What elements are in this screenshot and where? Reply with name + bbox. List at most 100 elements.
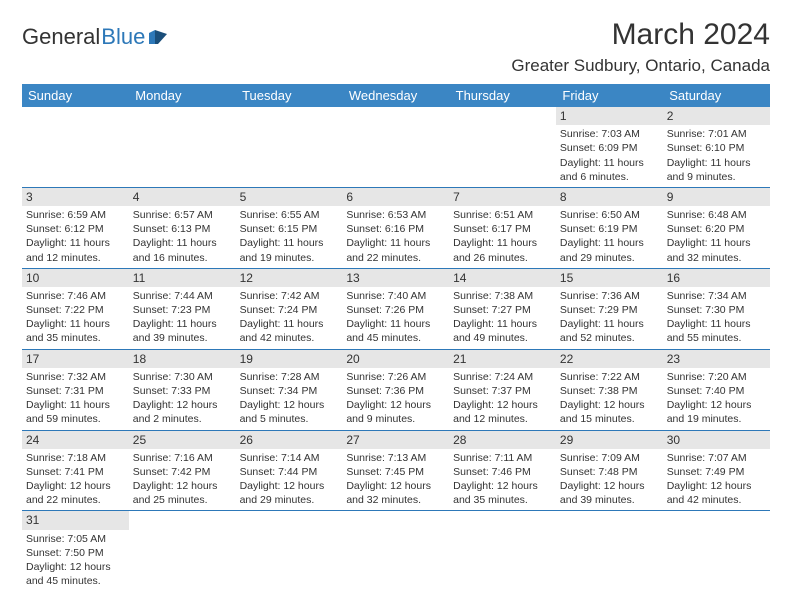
calendar-day-cell: 24Sunrise: 7:18 AMSunset: 7:41 PMDayligh…: [22, 430, 129, 511]
daylight-text: Daylight: 11 hours and 9 minutes.: [667, 156, 766, 184]
weekday-header: Monday: [129, 84, 236, 107]
daylight-text: Daylight: 11 hours and 39 minutes.: [133, 317, 232, 345]
day-number: 10: [22, 269, 129, 287]
sunrise-text: Sunrise: 7:38 AM: [453, 289, 552, 303]
sunrise-text: Sunrise: 7:22 AM: [560, 370, 659, 384]
weekday-header: Wednesday: [342, 84, 449, 107]
day-details: Sunrise: 7:40 AMSunset: 7:26 PMDaylight:…: [346, 289, 445, 346]
sunset-text: Sunset: 7:44 PM: [240, 465, 339, 479]
day-number: 4: [129, 188, 236, 206]
day-details: Sunrise: 7:09 AMSunset: 7:48 PMDaylight:…: [560, 451, 659, 508]
calendar-week-row: 17Sunrise: 7:32 AMSunset: 7:31 PMDayligh…: [22, 349, 770, 430]
calendar-day-cell: 22Sunrise: 7:22 AMSunset: 7:38 PMDayligh…: [556, 349, 663, 430]
daylight-text: Daylight: 11 hours and 12 minutes.: [26, 236, 125, 264]
day-number: 9: [663, 188, 770, 206]
calendar-day-cell: [556, 511, 663, 591]
day-number: 6: [342, 188, 449, 206]
calendar-day-cell: 9Sunrise: 6:48 AMSunset: 6:20 PMDaylight…: [663, 187, 770, 268]
sunrise-text: Sunrise: 6:50 AM: [560, 208, 659, 222]
weekday-header: Sunday: [22, 84, 129, 107]
daylight-text: Daylight: 11 hours and 32 minutes.: [667, 236, 766, 264]
sunrise-text: Sunrise: 7:01 AM: [667, 127, 766, 141]
day-details: Sunrise: 7:16 AMSunset: 7:42 PMDaylight:…: [133, 451, 232, 508]
logo: GeneralBlue: [22, 24, 167, 50]
daylight-text: Daylight: 11 hours and 22 minutes.: [346, 236, 445, 264]
daylight-text: Daylight: 12 hours and 39 minutes.: [560, 479, 659, 507]
calendar-day-cell: 16Sunrise: 7:34 AMSunset: 7:30 PMDayligh…: [663, 268, 770, 349]
calendar-day-cell: 5Sunrise: 6:55 AMSunset: 6:15 PMDaylight…: [236, 187, 343, 268]
sunrise-text: Sunrise: 7:11 AM: [453, 451, 552, 465]
day-number: 1: [556, 107, 663, 125]
weekday-header: Saturday: [663, 84, 770, 107]
day-number: 29: [556, 431, 663, 449]
sunrise-text: Sunrise: 7:03 AM: [560, 127, 659, 141]
sunrise-text: Sunrise: 7:28 AM: [240, 370, 339, 384]
calendar-day-cell: 28Sunrise: 7:11 AMSunset: 7:46 PMDayligh…: [449, 430, 556, 511]
calendar-table: SundayMondayTuesdayWednesdayThursdayFrid…: [22, 84, 770, 591]
day-number: 8: [556, 188, 663, 206]
sunrise-text: Sunrise: 6:48 AM: [667, 208, 766, 222]
sunrise-text: Sunrise: 7:36 AM: [560, 289, 659, 303]
sunrise-text: Sunrise: 7:05 AM: [26, 532, 125, 546]
calendar-day-cell: 11Sunrise: 7:44 AMSunset: 7:23 PMDayligh…: [129, 268, 236, 349]
daylight-text: Daylight: 12 hours and 12 minutes.: [453, 398, 552, 426]
daylight-text: Daylight: 12 hours and 5 minutes.: [240, 398, 339, 426]
calendar-day-cell: 23Sunrise: 7:20 AMSunset: 7:40 PMDayligh…: [663, 349, 770, 430]
day-details: Sunrise: 7:28 AMSunset: 7:34 PMDaylight:…: [240, 370, 339, 427]
calendar-day-cell: 30Sunrise: 7:07 AMSunset: 7:49 PMDayligh…: [663, 430, 770, 511]
logo-flag-icon: [149, 24, 167, 38]
sunset-text: Sunset: 7:23 PM: [133, 303, 232, 317]
day-number: 14: [449, 269, 556, 287]
daylight-text: Daylight: 12 hours and 22 minutes.: [26, 479, 125, 507]
calendar-day-cell: 7Sunrise: 6:51 AMSunset: 6:17 PMDaylight…: [449, 187, 556, 268]
day-number: 22: [556, 350, 663, 368]
daylight-text: Daylight: 11 hours and 49 minutes.: [453, 317, 552, 345]
calendar-day-cell: [342, 107, 449, 187]
calendar-day-cell: 27Sunrise: 7:13 AMSunset: 7:45 PMDayligh…: [342, 430, 449, 511]
daylight-text: Daylight: 11 hours and 19 minutes.: [240, 236, 339, 264]
sunset-text: Sunset: 7:42 PM: [133, 465, 232, 479]
calendar-day-cell: 10Sunrise: 7:46 AMSunset: 7:22 PMDayligh…: [22, 268, 129, 349]
weekday-header: Tuesday: [236, 84, 343, 107]
day-details: Sunrise: 6:53 AMSunset: 6:16 PMDaylight:…: [346, 208, 445, 265]
day-number: 21: [449, 350, 556, 368]
daylight-text: Daylight: 12 hours and 25 minutes.: [133, 479, 232, 507]
sunrise-text: Sunrise: 7:20 AM: [667, 370, 766, 384]
sunrise-text: Sunrise: 6:53 AM: [346, 208, 445, 222]
calendar-day-cell: 26Sunrise: 7:14 AMSunset: 7:44 PMDayligh…: [236, 430, 343, 511]
calendar-day-cell: 3Sunrise: 6:59 AMSunset: 6:12 PMDaylight…: [22, 187, 129, 268]
sunset-text: Sunset: 7:24 PM: [240, 303, 339, 317]
sunset-text: Sunset: 6:13 PM: [133, 222, 232, 236]
sunrise-text: Sunrise: 7:18 AM: [26, 451, 125, 465]
day-number: 24: [22, 431, 129, 449]
day-details: Sunrise: 7:30 AMSunset: 7:33 PMDaylight:…: [133, 370, 232, 427]
sunrise-text: Sunrise: 7:32 AM: [26, 370, 125, 384]
day-number: 25: [129, 431, 236, 449]
calendar-day-cell: 31Sunrise: 7:05 AMSunset: 7:50 PMDayligh…: [22, 511, 129, 591]
day-details: Sunrise: 7:03 AMSunset: 6:09 PMDaylight:…: [560, 127, 659, 184]
day-details: Sunrise: 6:51 AMSunset: 6:17 PMDaylight:…: [453, 208, 552, 265]
day-details: Sunrise: 7:13 AMSunset: 7:45 PMDaylight:…: [346, 451, 445, 508]
sunset-text: Sunset: 7:45 PM: [346, 465, 445, 479]
calendar-day-cell: 19Sunrise: 7:28 AMSunset: 7:34 PMDayligh…: [236, 349, 343, 430]
sunrise-text: Sunrise: 6:57 AM: [133, 208, 232, 222]
calendar-week-row: 3Sunrise: 6:59 AMSunset: 6:12 PMDaylight…: [22, 187, 770, 268]
day-number: 3: [22, 188, 129, 206]
sunrise-text: Sunrise: 6:55 AM: [240, 208, 339, 222]
sunrise-text: Sunrise: 7:34 AM: [667, 289, 766, 303]
calendar-day-cell: [129, 107, 236, 187]
location: Greater Sudbury, Ontario, Canada: [511, 56, 770, 76]
sunset-text: Sunset: 6:19 PM: [560, 222, 659, 236]
calendar-week-row: 24Sunrise: 7:18 AMSunset: 7:41 PMDayligh…: [22, 430, 770, 511]
daylight-text: Daylight: 12 hours and 2 minutes.: [133, 398, 232, 426]
sunrise-text: Sunrise: 7:09 AM: [560, 451, 659, 465]
day-number: 12: [236, 269, 343, 287]
calendar-week-row: 1 Sunrise: 7:03 AMSunset: 6:09 PMDaylight…: [22, 107, 770, 187]
day-details: Sunrise: 7:44 AMSunset: 7:23 PMDaylight:…: [133, 289, 232, 346]
sunset-text: Sunset: 7:22 PM: [26, 303, 125, 317]
month-title: March 2024: [511, 18, 770, 52]
sunrise-text: Sunrise: 7:30 AM: [133, 370, 232, 384]
day-details: Sunrise: 7:42 AMSunset: 7:24 PMDaylight:…: [240, 289, 339, 346]
day-details: Sunrise: 7:14 AMSunset: 7:44 PMDaylight:…: [240, 451, 339, 508]
daylight-text: Daylight: 11 hours and 26 minutes.: [453, 236, 552, 264]
